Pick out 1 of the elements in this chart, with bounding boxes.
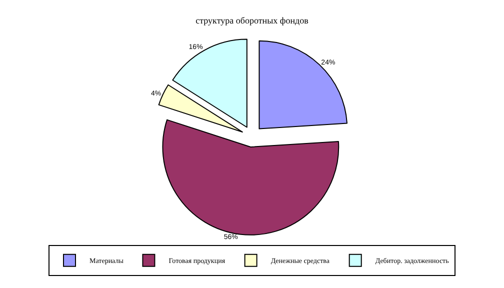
chart-title: структура оборотных фондов (196, 16, 308, 26)
